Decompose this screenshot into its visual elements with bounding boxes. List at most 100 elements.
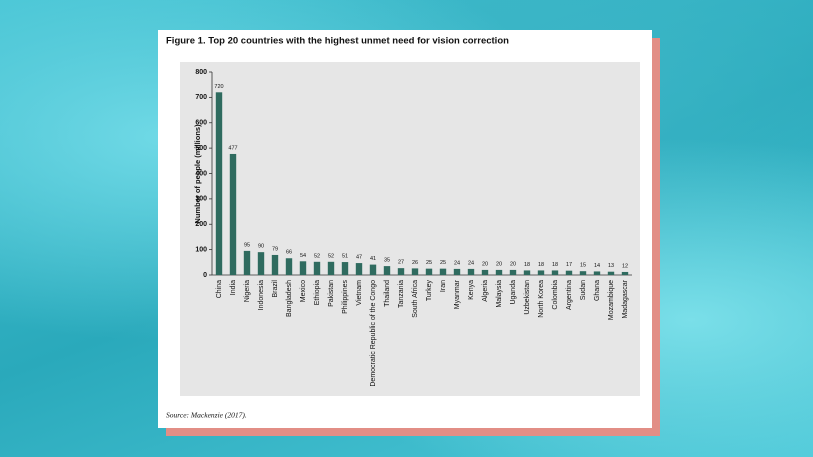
value-label: 24 bbox=[468, 260, 474, 266]
value-label: 25 bbox=[426, 260, 432, 266]
value-label: 12 bbox=[622, 263, 628, 269]
value-label: 18 bbox=[538, 262, 544, 268]
value-label: 477 bbox=[228, 145, 237, 151]
x-tick-label: Ghana bbox=[594, 280, 601, 301]
value-label: 720 bbox=[214, 84, 223, 90]
x-tick-label: Kenya bbox=[468, 280, 475, 300]
bar bbox=[397, 268, 405, 275]
y-tick-label: 800 bbox=[195, 69, 207, 76]
bar bbox=[341, 262, 349, 275]
y-tick-label: 100 bbox=[195, 246, 207, 253]
chart-title: Figure 1. Top 20 countries with the high… bbox=[166, 36, 509, 47]
x-tick-label: North Korea bbox=[538, 280, 545, 318]
x-tick-label: Iran bbox=[440, 280, 447, 292]
value-label: 66 bbox=[286, 250, 292, 256]
bar bbox=[481, 269, 489, 275]
x-tick-label: Uzbekistan bbox=[524, 280, 531, 315]
x-tick-label: Vietnam bbox=[356, 280, 363, 306]
bar bbox=[537, 270, 545, 275]
value-label: 90 bbox=[258, 244, 264, 250]
bar bbox=[355, 263, 363, 275]
bar bbox=[257, 252, 265, 275]
y-tick-label: 600 bbox=[195, 120, 207, 127]
bar bbox=[299, 261, 307, 275]
bar bbox=[551, 270, 559, 275]
value-label: 17 bbox=[566, 262, 572, 268]
y-axis-label: Number of people (millions) bbox=[193, 124, 202, 224]
x-tick-label: Argentina bbox=[566, 280, 573, 310]
bar bbox=[369, 264, 377, 275]
bar bbox=[439, 268, 447, 275]
x-tick-label: Mozambique bbox=[608, 280, 615, 320]
value-label: 20 bbox=[482, 261, 488, 267]
x-tick-label: Bangladesh bbox=[286, 280, 293, 317]
bar bbox=[621, 271, 629, 275]
x-tick-label: Indonesia bbox=[258, 280, 265, 310]
source-note: Source: Mackenzie (2017). bbox=[166, 411, 247, 420]
y-tick-label: 200 bbox=[195, 221, 207, 228]
value-label: 47 bbox=[356, 255, 362, 261]
x-tick-label: Turkey bbox=[426, 280, 433, 302]
value-label: 95 bbox=[244, 242, 250, 248]
bar bbox=[565, 270, 573, 275]
y-tick-label: 400 bbox=[195, 170, 207, 177]
bar bbox=[243, 250, 251, 275]
x-tick-label: Philippines bbox=[342, 280, 349, 314]
y-tick-label: 700 bbox=[195, 94, 207, 101]
x-tick-label: Algeria bbox=[482, 280, 489, 302]
y-tick-label: 300 bbox=[195, 196, 207, 203]
x-tick-label: Nigeria bbox=[244, 280, 251, 302]
value-label: 15 bbox=[580, 263, 586, 269]
bar bbox=[229, 153, 237, 275]
x-tick-label: Tanzania bbox=[398, 280, 405, 308]
x-tick-label: Malaysia bbox=[496, 280, 503, 308]
value-label: 26 bbox=[412, 260, 418, 266]
bar bbox=[453, 268, 461, 275]
x-tick-label: Thailand bbox=[384, 280, 391, 307]
x-tick-label: Ethiopia bbox=[314, 280, 321, 305]
bar bbox=[313, 261, 321, 275]
x-tick-label: Colombia bbox=[552, 280, 559, 310]
value-label: 13 bbox=[608, 263, 614, 269]
bar bbox=[509, 269, 517, 275]
value-label: 35 bbox=[384, 258, 390, 264]
x-tick-label: Brazil bbox=[272, 280, 279, 298]
x-tick-label: Uganda bbox=[510, 280, 517, 305]
plot-background bbox=[180, 62, 640, 396]
bar bbox=[607, 271, 615, 275]
x-tick-label: Pakistan bbox=[328, 280, 335, 307]
bar bbox=[271, 254, 279, 275]
value-label: 52 bbox=[314, 253, 320, 259]
x-tick-label: China bbox=[216, 280, 223, 298]
value-label: 18 bbox=[524, 262, 530, 268]
x-tick-label: India bbox=[230, 280, 237, 295]
x-tick-label: Sudan bbox=[580, 280, 587, 300]
bar bbox=[215, 92, 223, 275]
value-label: 18 bbox=[552, 262, 558, 268]
y-tick-label: 500 bbox=[195, 145, 207, 152]
value-label: 51 bbox=[342, 254, 348, 260]
bar bbox=[467, 268, 475, 275]
bar bbox=[411, 268, 419, 275]
bar bbox=[495, 269, 503, 275]
value-label: 25 bbox=[440, 260, 446, 266]
value-label: 14 bbox=[594, 263, 600, 269]
value-label: 27 bbox=[398, 260, 404, 266]
value-label: 79 bbox=[272, 246, 278, 252]
x-tick-label: Mexico bbox=[300, 280, 307, 302]
value-label: 20 bbox=[510, 261, 516, 267]
bar bbox=[285, 258, 293, 275]
bar bbox=[327, 261, 335, 275]
value-label: 54 bbox=[300, 253, 306, 259]
value-label: 41 bbox=[370, 256, 376, 262]
x-tick-label: Madagascar bbox=[622, 279, 629, 318]
x-tick-label: South Africa bbox=[412, 280, 419, 318]
value-label: 52 bbox=[328, 253, 334, 259]
bar bbox=[425, 268, 433, 275]
value-label: 24 bbox=[454, 260, 460, 266]
x-tick-label: Myanmar bbox=[454, 279, 461, 309]
value-label: 20 bbox=[496, 261, 502, 267]
bar bbox=[523, 270, 531, 275]
